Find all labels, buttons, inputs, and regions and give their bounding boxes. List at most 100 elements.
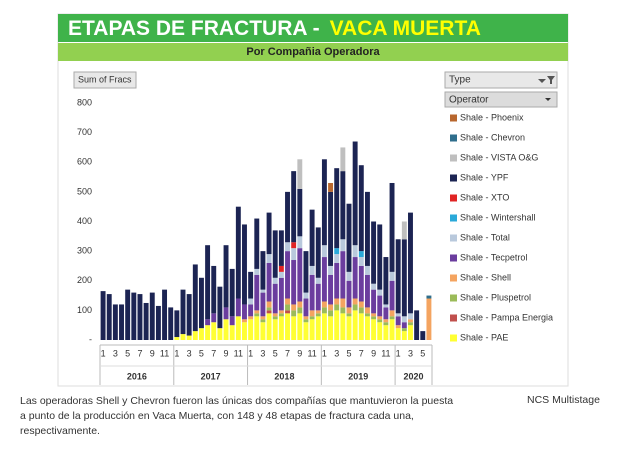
legend-swatch [450, 154, 457, 162]
bar-segment [248, 319, 254, 340]
bar-segment [371, 283, 377, 290]
x-tick-label: 9 [150, 348, 155, 358]
bar-segment [340, 298, 346, 308]
bar-segment [266, 310, 272, 314]
bar-segment [389, 319, 395, 340]
bar-segment [285, 191, 290, 243]
x-tick-label: 9 [371, 348, 376, 358]
x-tick-label: 5 [125, 348, 130, 358]
bar-segment [377, 319, 383, 323]
legend-swatch [450, 234, 457, 242]
bar-segment [364, 307, 370, 314]
legend-label: Shale - Shell [460, 272, 511, 282]
bar-segment [278, 316, 284, 340]
bar-segment [334, 298, 340, 305]
x-tick-label: 7 [211, 348, 216, 358]
bar-segment [106, 294, 112, 340]
y-tick-label: 600 [77, 157, 92, 167]
x-tick-label: 3 [260, 348, 265, 358]
bar-segment [229, 325, 235, 340]
x-tick-label: 11 [234, 348, 243, 358]
x-group-label: 2018 [274, 371, 294, 381]
bar-segment [328, 265, 334, 275]
legend-label: Shale - Total [460, 232, 510, 242]
bar-segment [229, 268, 235, 317]
bar-segment [291, 248, 297, 261]
subtitle: Por Compañia Operadora [246, 46, 380, 58]
bar-segment [309, 274, 315, 311]
bar-segment [315, 227, 321, 278]
bar-segment [186, 335, 192, 340]
x-tick-label: 3 [408, 348, 413, 358]
bar-segment [242, 322, 247, 340]
x-tick-label: 5 [420, 348, 425, 358]
bar-segment [285, 313, 290, 340]
bar-segment [340, 171, 346, 240]
x-tick-label: 1 [174, 348, 179, 358]
x-tick-label: 7 [285, 348, 290, 358]
bar-segment [346, 280, 352, 308]
bar-segment [315, 283, 321, 311]
legend-title: Type [449, 75, 471, 86]
bar-segment [340, 239, 346, 252]
legend-swatch [450, 174, 457, 182]
bar-segment [364, 313, 370, 317]
x-tick-label: 3 [113, 348, 118, 358]
bar-segment [383, 304, 389, 308]
bar-segment [112, 304, 118, 340]
legend-swatch [450, 314, 457, 322]
bar-segment [198, 277, 204, 329]
bar-segment [309, 265, 315, 275]
bar-segment [285, 242, 290, 252]
legend-label: Shale - PAE [460, 332, 508, 342]
bar-segment [278, 230, 284, 266]
subtitle-bar [58, 43, 568, 61]
bar-segment [389, 280, 395, 311]
bar-segment [297, 307, 303, 314]
bar-segment [395, 325, 401, 329]
bar-segment [395, 316, 401, 326]
bar-segment [211, 322, 217, 340]
bar-segment [266, 313, 272, 340]
bar-segment [100, 291, 106, 340]
legend-label: Shale - Pluspetrol [460, 292, 531, 302]
bar-segment [383, 325, 389, 340]
bar-segment [328, 191, 334, 266]
bar-segment [328, 310, 334, 317]
bar-segment [309, 316, 315, 320]
bar-segment [358, 307, 364, 314]
bar-segment [414, 310, 420, 340]
bar-segment [377, 289, 383, 296]
legend-field-button[interactable] [444, 91, 558, 108]
legend-title-button[interactable] [444, 71, 558, 89]
bar-segment [260, 316, 266, 320]
bar-segment [401, 331, 407, 340]
value-field-button[interactable] [73, 71, 137, 89]
bar-segment [334, 248, 340, 255]
bar-segment [309, 319, 315, 340]
bar-segment [371, 316, 377, 320]
bar-segment [174, 310, 180, 338]
bar-segment [278, 271, 284, 278]
filter-icon[interactable] [538, 76, 555, 84]
x-tick-label: 7 [137, 348, 142, 358]
bar-segment [155, 305, 161, 340]
bar-segment [303, 322, 309, 340]
x-tick-label: 1 [396, 348, 401, 358]
bar-segment [235, 298, 241, 317]
y-tick-label: 700 [77, 127, 92, 137]
bar-segment [334, 262, 340, 299]
bar-segment [408, 325, 413, 340]
bar-segment [389, 271, 395, 281]
bar-segment [211, 265, 217, 314]
bar-segment [321, 245, 327, 258]
bar-segment [309, 310, 315, 317]
y-tick-label: 100 [77, 305, 92, 315]
bar-segment [223, 319, 229, 340]
dropdown-icon[interactable] [545, 98, 551, 101]
bar-segment [401, 322, 407, 329]
bar-segment [334, 304, 340, 311]
bar-segment [297, 188, 303, 237]
x-tick-label: 9 [224, 348, 229, 358]
